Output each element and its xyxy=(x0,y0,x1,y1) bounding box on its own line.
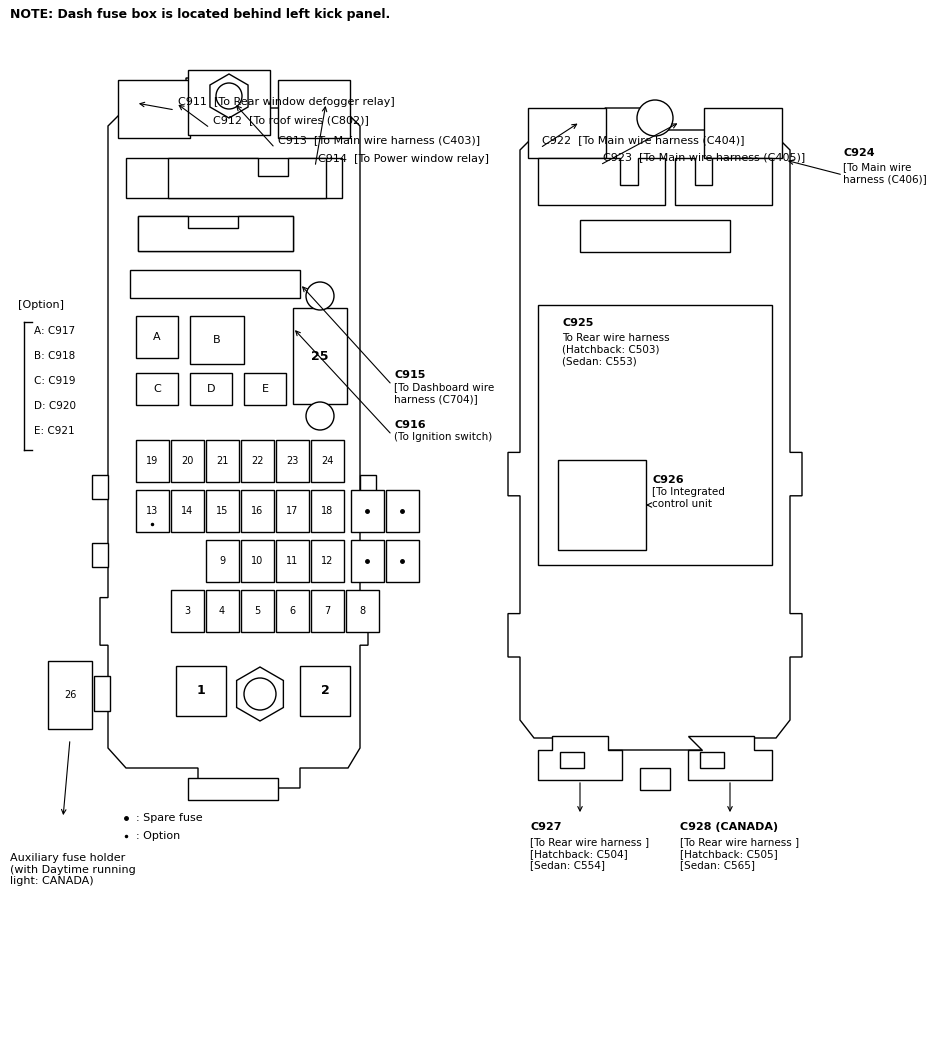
Bar xyxy=(278,80,350,138)
Bar xyxy=(136,440,169,482)
Polygon shape xyxy=(675,158,772,205)
Bar xyxy=(311,590,344,632)
Polygon shape xyxy=(538,736,622,780)
Text: [To Rear wire harness ]
[Hatchback: C505]
[Sedan: C565]: [To Rear wire harness ] [Hatchback: C505… xyxy=(680,837,799,870)
Bar xyxy=(558,460,646,550)
Bar xyxy=(276,539,309,582)
Bar xyxy=(176,666,226,716)
Text: 15: 15 xyxy=(216,506,228,516)
Text: C: C919: C: C919 xyxy=(34,376,75,386)
Text: 25: 25 xyxy=(312,349,328,362)
Bar xyxy=(293,308,347,404)
Bar xyxy=(92,475,108,499)
Bar xyxy=(311,490,344,532)
Text: C922  [To Main wire harness (C404)]: C922 [To Main wire harness (C404)] xyxy=(542,135,745,145)
Text: C911  [To Rear window defogger relay]: C911 [To Rear window defogger relay] xyxy=(178,97,394,107)
Text: 16: 16 xyxy=(251,506,263,516)
Text: 2: 2 xyxy=(321,685,329,698)
Bar xyxy=(560,752,584,768)
Bar xyxy=(171,490,204,532)
Text: 19: 19 xyxy=(146,456,158,466)
Bar xyxy=(360,543,376,567)
Text: B: C918: B: C918 xyxy=(34,352,75,361)
Text: 1: 1 xyxy=(196,685,206,698)
Text: [To Rear wire harness ]
[Hatchback: C504]
[Sedan: C554]: [To Rear wire harness ] [Hatchback: C504… xyxy=(530,837,649,870)
Bar xyxy=(244,373,286,405)
Circle shape xyxy=(306,282,334,310)
Text: 17: 17 xyxy=(286,506,299,516)
Text: 22: 22 xyxy=(251,456,263,466)
Text: E: C921: E: C921 xyxy=(34,426,74,436)
Text: : Spare fuse: : Spare fuse xyxy=(136,813,203,823)
Bar xyxy=(171,590,204,632)
Text: [To Main wire
harness (C406)]: [To Main wire harness (C406)] xyxy=(843,162,927,184)
Bar xyxy=(126,158,342,198)
Circle shape xyxy=(244,678,276,710)
Bar xyxy=(276,490,309,532)
Bar xyxy=(94,676,110,710)
Polygon shape xyxy=(168,158,326,198)
Bar xyxy=(351,539,384,582)
Text: C915: C915 xyxy=(394,370,425,380)
Text: [To Integrated
control unit: [To Integrated control unit xyxy=(652,487,724,509)
Text: Auxiliary fuse holder
(with Daytime running
light: CANADA): Auxiliary fuse holder (with Daytime runn… xyxy=(10,853,136,886)
Text: 10: 10 xyxy=(251,556,263,566)
Bar xyxy=(206,440,239,482)
Bar xyxy=(206,539,239,582)
Text: 3: 3 xyxy=(184,606,190,616)
Text: C914  [To Power window relay]: C914 [To Power window relay] xyxy=(318,154,489,164)
Text: (To Ignition switch): (To Ignition switch) xyxy=(394,432,492,442)
Bar xyxy=(190,316,244,364)
Bar xyxy=(136,316,178,358)
Text: C: C xyxy=(153,384,161,394)
Text: 18: 18 xyxy=(321,506,333,516)
Bar xyxy=(346,590,379,632)
Text: 9: 9 xyxy=(219,556,225,566)
Text: 24: 24 xyxy=(321,456,333,466)
Text: 8: 8 xyxy=(359,606,365,616)
Polygon shape xyxy=(508,108,802,750)
Text: A: C917: A: C917 xyxy=(34,326,75,336)
Text: 13: 13 xyxy=(146,506,158,516)
Bar xyxy=(136,490,169,532)
Polygon shape xyxy=(538,158,665,205)
Text: D: C920: D: C920 xyxy=(34,401,76,411)
Text: 20: 20 xyxy=(180,456,193,466)
Bar xyxy=(640,768,670,790)
Text: 12: 12 xyxy=(321,556,333,566)
Text: C924: C924 xyxy=(843,148,874,158)
Polygon shape xyxy=(210,74,248,118)
Bar xyxy=(188,778,278,800)
Text: 23: 23 xyxy=(286,456,299,466)
Text: 21: 21 xyxy=(216,456,228,466)
Circle shape xyxy=(216,83,242,109)
Bar xyxy=(276,440,309,482)
Text: C916: C916 xyxy=(394,419,426,430)
Bar xyxy=(311,539,344,582)
Bar xyxy=(300,666,350,716)
Text: [To Dashboard wire
harness (C704)]: [To Dashboard wire harness (C704)] xyxy=(394,382,494,404)
Polygon shape xyxy=(236,667,284,721)
Bar xyxy=(580,220,730,252)
Bar xyxy=(241,490,274,532)
Text: 5: 5 xyxy=(254,606,260,616)
Bar xyxy=(528,108,606,158)
Polygon shape xyxy=(688,736,772,780)
Text: C913  [To Main wire harness (C403)]: C913 [To Main wire harness (C403)] xyxy=(278,135,480,145)
Bar xyxy=(276,590,309,632)
Bar xyxy=(138,216,293,251)
Bar xyxy=(130,270,300,298)
Bar xyxy=(700,752,724,768)
Bar xyxy=(92,543,108,567)
Text: C925: C925 xyxy=(562,318,593,328)
Bar xyxy=(241,590,274,632)
Bar xyxy=(311,440,344,482)
Text: 26: 26 xyxy=(64,690,76,700)
Polygon shape xyxy=(138,216,293,251)
Text: 6: 6 xyxy=(289,606,295,616)
Bar xyxy=(704,108,782,158)
Text: To Rear wire harness
(Hatchback: C503)
(Sedan: C553): To Rear wire harness (Hatchback: C503) (… xyxy=(562,333,670,366)
Circle shape xyxy=(637,100,673,136)
Text: C927: C927 xyxy=(530,822,562,832)
Text: C923  [To Main wire harness (C405)]: C923 [To Main wire harness (C405)] xyxy=(603,152,805,162)
